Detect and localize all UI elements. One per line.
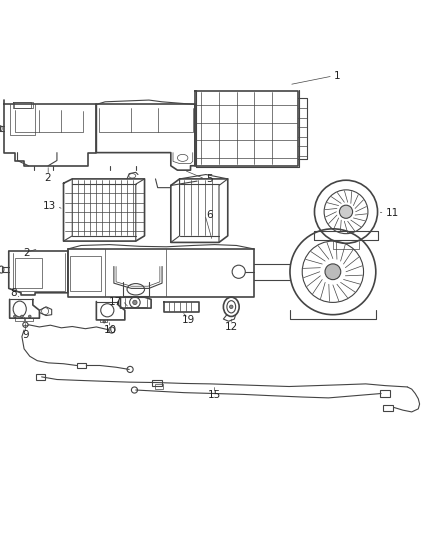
Text: 11: 11	[385, 208, 399, 218]
Text: 13: 13	[42, 201, 56, 211]
Text: 2: 2	[44, 173, 51, 183]
Ellipse shape	[21, 315, 23, 318]
Bar	[36, 374, 45, 381]
Bar	[383, 405, 393, 411]
Bar	[380, 391, 390, 397]
Bar	[152, 380, 162, 386]
Ellipse shape	[103, 320, 106, 323]
Text: 17: 17	[109, 296, 122, 306]
Ellipse shape	[230, 305, 233, 309]
Ellipse shape	[133, 300, 137, 304]
Bar	[77, 363, 86, 368]
Ellipse shape	[325, 264, 341, 280]
Bar	[14, 102, 31, 108]
Text: 15: 15	[208, 390, 221, 400]
Text: 6: 6	[206, 210, 212, 220]
Text: 19: 19	[182, 315, 195, 325]
Text: 9: 9	[22, 330, 29, 340]
Text: 1: 1	[334, 71, 340, 81]
Text: 10: 10	[104, 325, 117, 335]
Bar	[70, 255, 101, 290]
Text: 8: 8	[10, 288, 17, 298]
Text: 5: 5	[206, 174, 212, 184]
Text: 2: 2	[23, 248, 30, 259]
Ellipse shape	[339, 205, 353, 219]
Ellipse shape	[14, 315, 16, 318]
Ellipse shape	[28, 315, 31, 318]
Bar	[15, 258, 42, 288]
Text: 12: 12	[225, 322, 238, 332]
Bar	[155, 384, 163, 389]
